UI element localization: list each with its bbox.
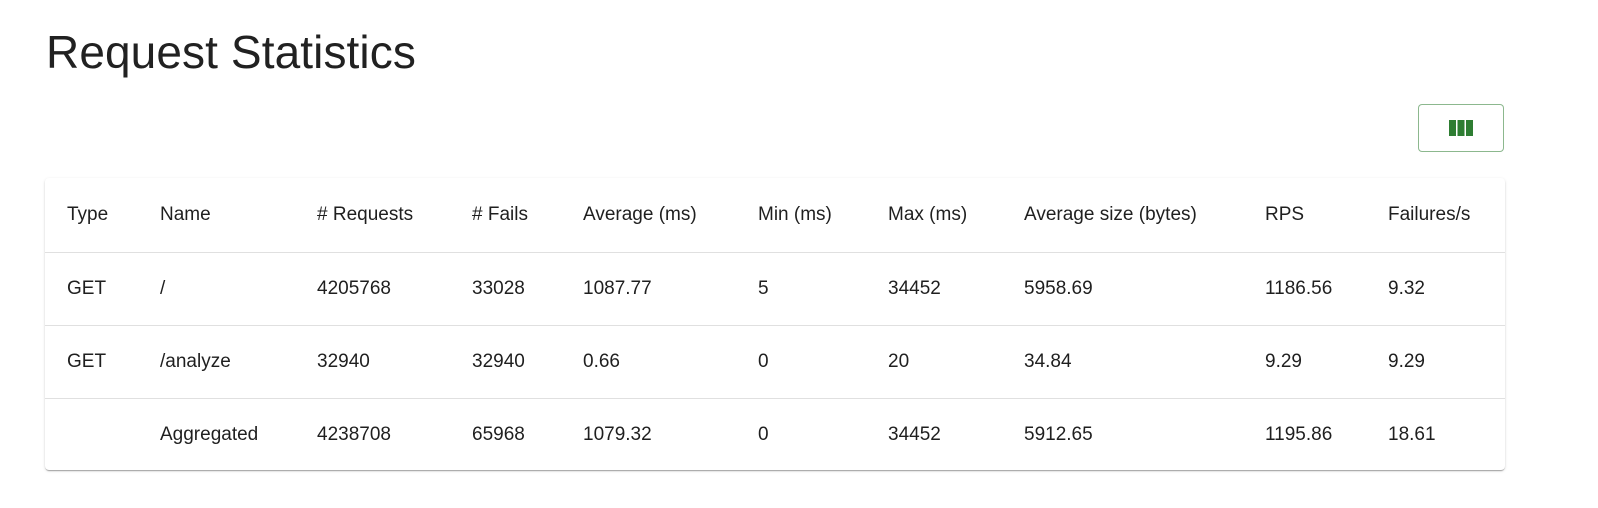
cell-rps: 1186.56 bbox=[1265, 277, 1333, 299]
column-header-name[interactable]: Name bbox=[160, 203, 211, 225]
cell-fails: 33028 bbox=[472, 277, 525, 299]
cell-max: 20 bbox=[888, 350, 910, 372]
cell-requests: 4238708 bbox=[317, 423, 391, 445]
cell-type: GET bbox=[67, 277, 107, 299]
table-row: GET /analyze 32940 32940 0.66 0 20 34.84… bbox=[45, 325, 1505, 398]
cell-name: /analyze bbox=[160, 350, 231, 372]
cell-name: Aggregated bbox=[160, 423, 259, 445]
cell-name: / bbox=[160, 277, 166, 299]
table-row-aggregated: Aggregated 4238708 65968 1079.32 0 34452… bbox=[45, 398, 1505, 470]
table-header-row: Type Name # Requests # Fails Average (ms… bbox=[45, 178, 1505, 252]
cell-average-size: 34.84 bbox=[1024, 350, 1072, 372]
cell-failures-per-second: 9.32 bbox=[1388, 277, 1425, 299]
cell-average: 1087.77 bbox=[583, 277, 652, 299]
cell-failures-per-second: 18.61 bbox=[1388, 423, 1436, 445]
select-columns-button[interactable] bbox=[1418, 104, 1504, 152]
view-column-icon bbox=[1448, 118, 1474, 138]
column-header-fails[interactable]: # Fails bbox=[472, 203, 528, 225]
cell-fails: 32940 bbox=[472, 350, 525, 372]
cell-failures-per-second: 9.29 bbox=[1388, 350, 1425, 372]
cell-max: 34452 bbox=[888, 423, 941, 445]
cell-average: 0.66 bbox=[583, 350, 620, 372]
cell-fails: 65968 bbox=[472, 423, 525, 445]
column-header-requests[interactable]: # Requests bbox=[317, 203, 414, 225]
cell-average-size: 5912.65 bbox=[1024, 423, 1093, 445]
page-title: Request Statistics bbox=[46, 26, 416, 78]
cell-type bbox=[45, 398, 138, 470]
cell-requests: 4205768 bbox=[317, 277, 391, 299]
cell-average-size: 5958.69 bbox=[1024, 277, 1093, 299]
cell-min: 5 bbox=[758, 277, 769, 299]
column-header-max[interactable]: Max (ms) bbox=[888, 203, 968, 225]
table-row: GET / 4205768 33028 1087.77 5 34452 5958… bbox=[45, 252, 1505, 325]
column-header-average[interactable]: Average (ms) bbox=[583, 203, 697, 225]
request-statistics-table: Type Name # Requests # Fails Average (ms… bbox=[45, 178, 1505, 470]
cell-rps: 9.29 bbox=[1265, 350, 1302, 372]
cell-type: GET bbox=[67, 350, 107, 372]
column-header-type[interactable]: Type bbox=[67, 203, 109, 225]
column-header-min[interactable]: Min (ms) bbox=[758, 203, 832, 225]
cell-max: 34452 bbox=[888, 277, 941, 299]
cell-requests: 32940 bbox=[317, 350, 370, 372]
cell-min: 0 bbox=[758, 423, 769, 445]
cell-average: 1079.32 bbox=[583, 423, 652, 445]
cell-min: 0 bbox=[758, 350, 769, 372]
cell-rps: 1195.86 bbox=[1265, 423, 1333, 445]
column-header-failures-per-second[interactable]: Failures/s bbox=[1388, 203, 1471, 225]
column-header-rps[interactable]: RPS bbox=[1265, 203, 1305, 225]
column-header-average-size[interactable]: Average size (bytes) bbox=[1024, 203, 1197, 225]
